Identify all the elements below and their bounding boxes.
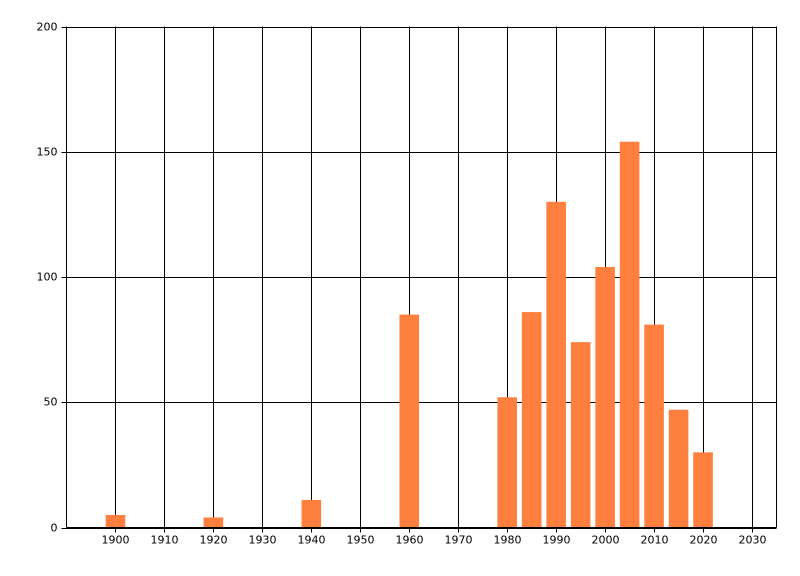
x-tick-label: 1970 <box>445 534 473 547</box>
x-tick-label: 1950 <box>347 534 375 547</box>
x-tick-label: 1920 <box>200 534 228 547</box>
bars <box>105 141 713 528</box>
bar <box>570 342 591 528</box>
bar <box>546 201 566 528</box>
y-tick-label: 150 <box>37 146 58 159</box>
x-tick-label: 2010 <box>641 534 669 547</box>
bar <box>301 499 322 528</box>
y-tick-label: 50 <box>44 396 58 409</box>
grid <box>66 26 777 529</box>
y-tick-label: 100 <box>37 271 58 284</box>
x-tick-label: 1990 <box>543 534 571 547</box>
x-tick-label: 1930 <box>249 534 277 547</box>
y-tick-label: 200 <box>37 21 58 34</box>
bar <box>497 397 517 528</box>
bar <box>203 517 224 528</box>
x-tick-label: 1940 <box>298 534 326 547</box>
x-tick-label: 1980 <box>494 534 522 547</box>
bar <box>693 452 713 528</box>
x-tick-label: 2020 <box>690 534 718 547</box>
x-tick-label: 1960 <box>396 534 424 547</box>
bar <box>521 312 542 528</box>
bar <box>595 266 615 528</box>
bar <box>668 409 689 528</box>
x-tick-label: 2030 <box>739 534 767 547</box>
x-tick-label: 1910 <box>151 534 179 547</box>
y-tick-label: 0 <box>51 522 58 535</box>
bar <box>105 514 126 528</box>
bar <box>644 324 664 528</box>
axes: 0 50 100 150 200 1900 1910 1920 1930 1940 1950 1960… <box>37 21 777 547</box>
bar <box>619 141 640 528</box>
bar <box>399 314 420 528</box>
x-tick-label: 1900 <box>102 534 130 547</box>
x-tick-label: 2000 <box>592 534 620 547</box>
